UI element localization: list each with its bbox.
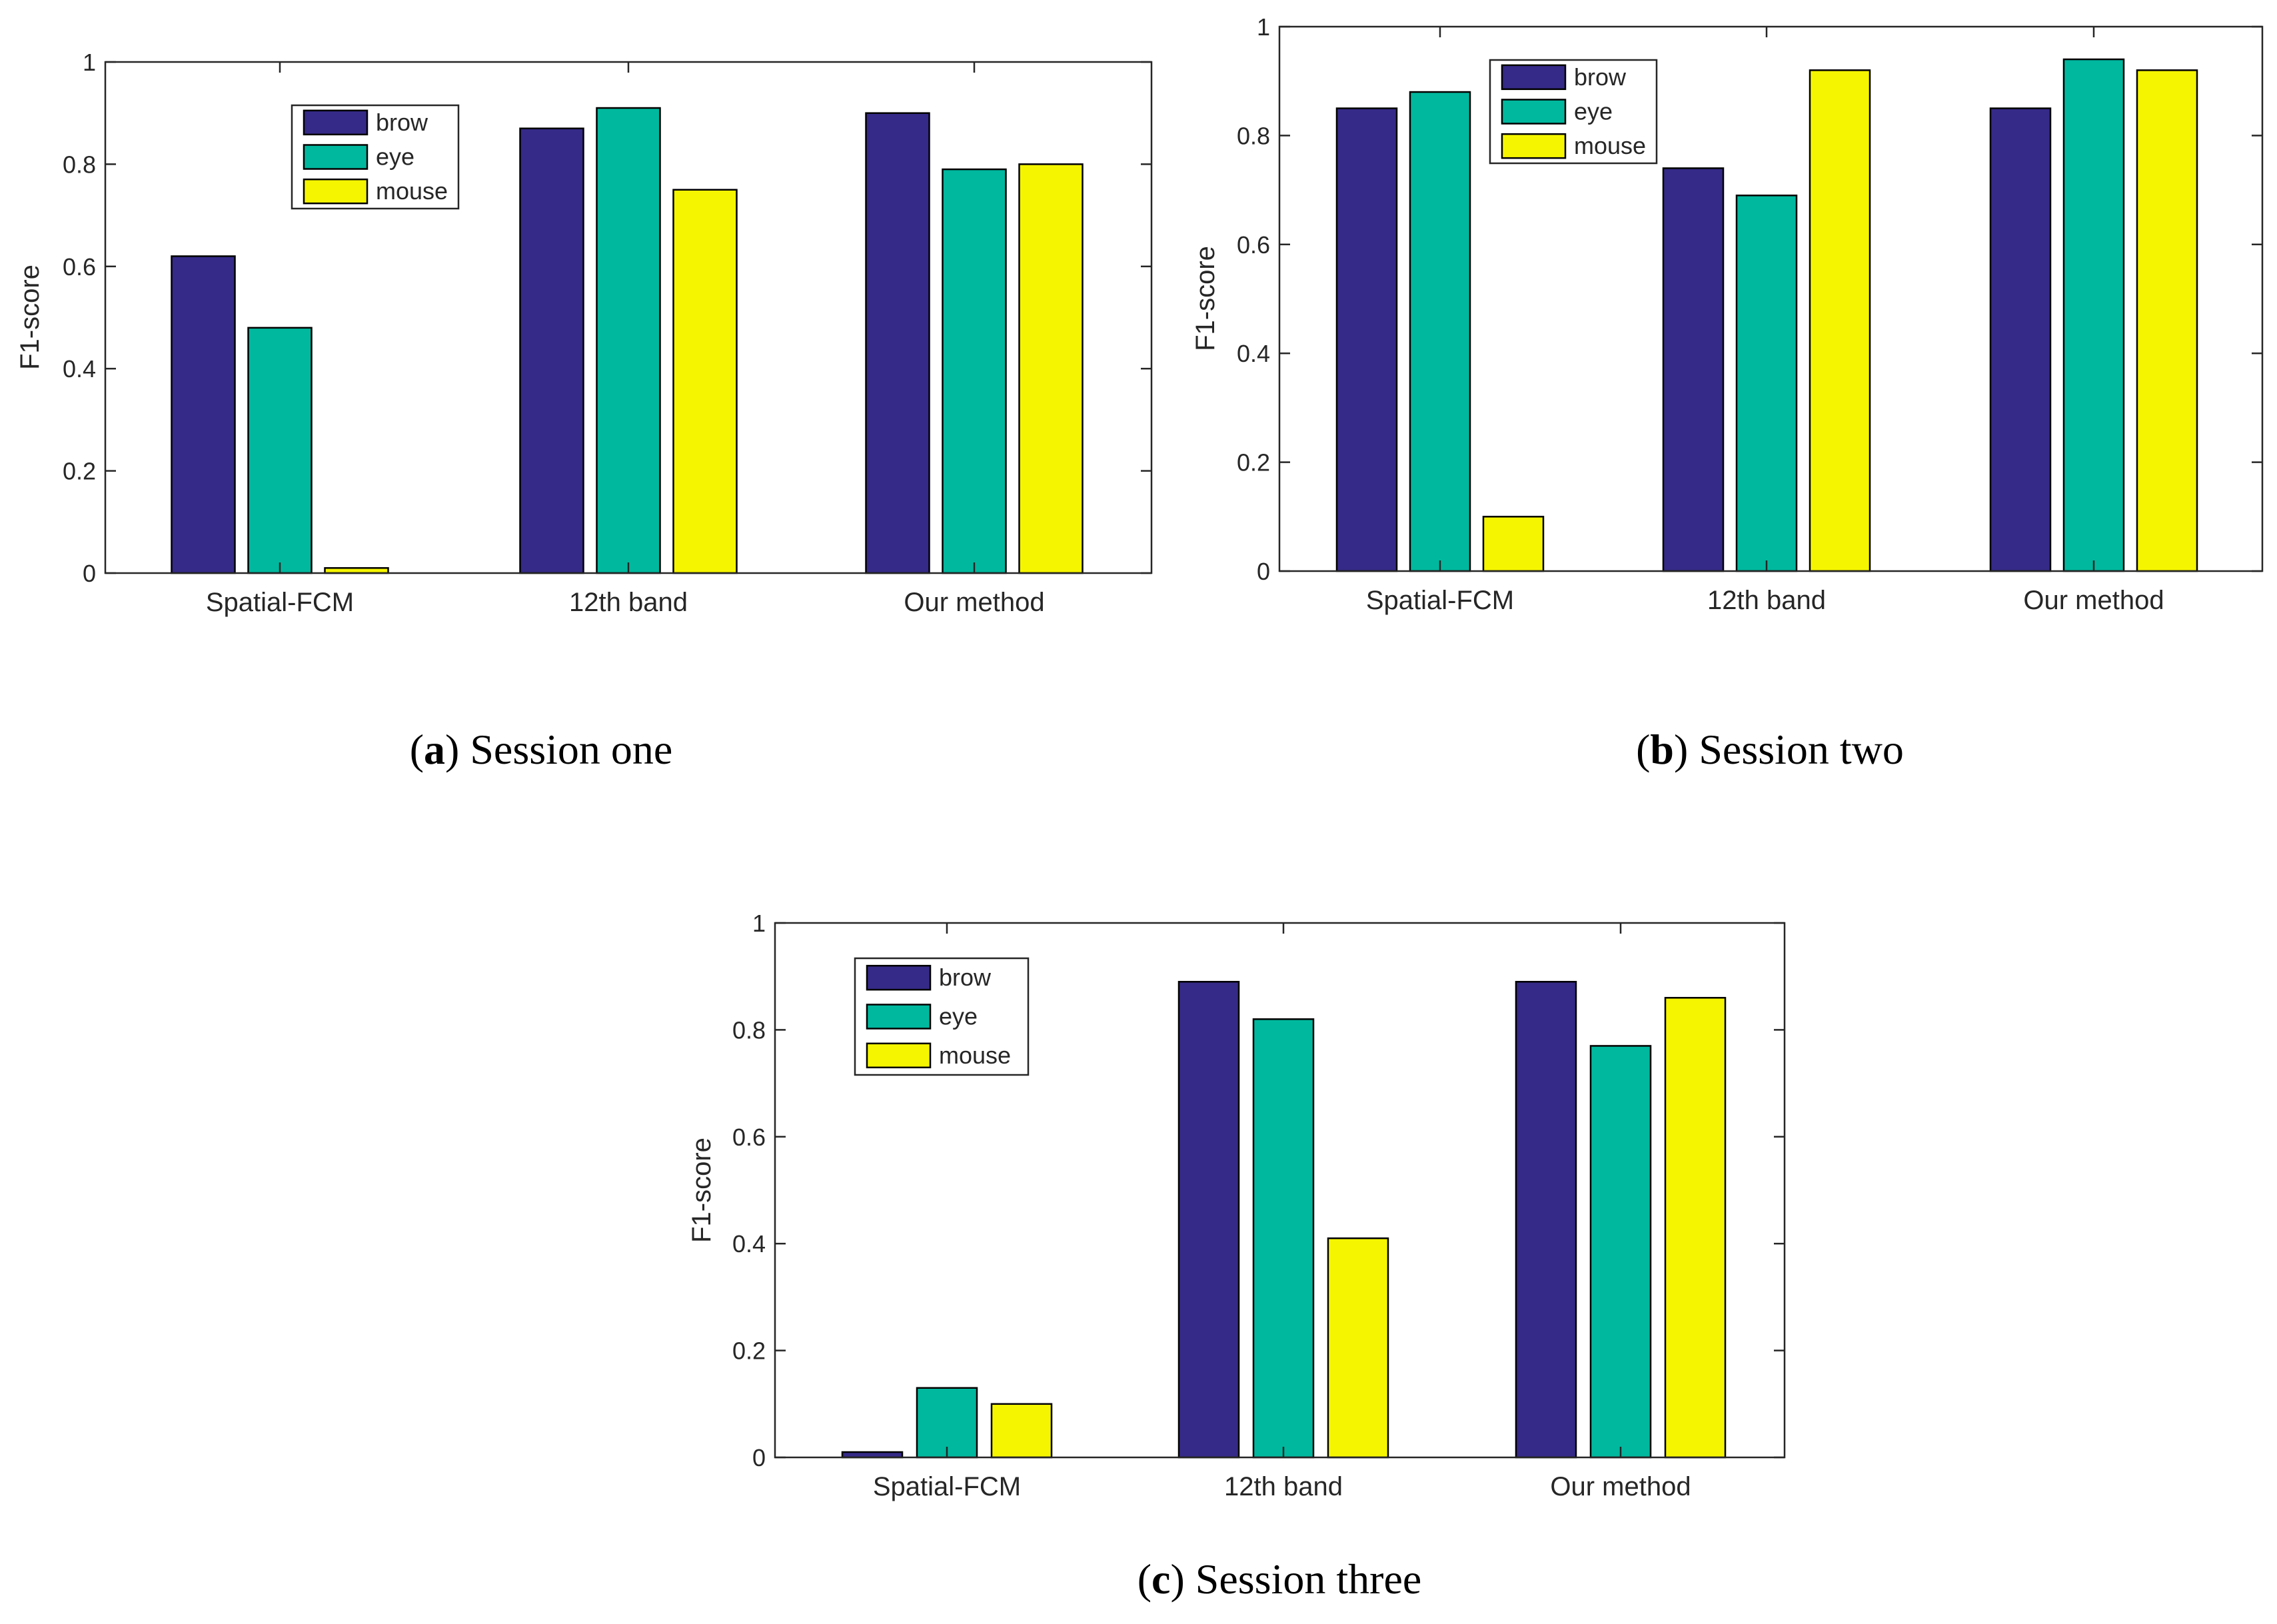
caption-paren-open: (	[1138, 1555, 1151, 1603]
axes-box	[1278, 25, 2264, 572]
y-tick-label: 0	[1257, 558, 1270, 585]
y-tick-label: 0.2	[732, 1337, 766, 1365]
y-tick-label: 0.2	[63, 458, 96, 485]
caption-letter: b	[1650, 726, 1674, 773]
chart-panel-a: 0 0.2 0.4 0.6 0.8 1 Spatial-FCM 12th band Our me…	[15, 49, 1153, 773]
x-category-label: Spatial-FCM	[873, 1472, 1021, 1501]
y-tick-label: 0.8	[63, 151, 96, 178]
caption-title: Session three	[1195, 1555, 1422, 1603]
y-tick-label: 0	[752, 1444, 766, 1471]
bar-mouse-1	[672, 189, 738, 574]
bar-eye-0	[1409, 91, 1471, 572]
legend-swatch-mouse	[303, 178, 369, 205]
x-category-label: Our method	[904, 588, 1044, 617]
bar-mouse-1	[1327, 1237, 1389, 1459]
legend-label-mouse: mouse	[376, 177, 448, 205]
bar-brow-2	[1989, 107, 2052, 572]
legend-label-mouse: mouse	[1574, 132, 1646, 159]
panel-caption: (b) Session two	[1636, 726, 1904, 773]
bar-eye-0	[916, 1387, 978, 1459]
axes-box	[774, 922, 1786, 1459]
bar-eye-2	[2062, 58, 2125, 572]
legend-label-brow: brow	[376, 109, 428, 136]
y-tick-label: 0.6	[732, 1124, 766, 1151]
caption-letter: a	[424, 726, 445, 773]
legend-swatch-mouse	[866, 1042, 932, 1069]
legend-swatch-eye	[866, 1004, 932, 1030]
bar-mouse-1	[1809, 69, 1871, 572]
bar-mouse-0	[990, 1403, 1053, 1459]
legend-label-brow: brow	[1574, 63, 1627, 91]
legend: brow eye mouse	[1489, 59, 1658, 165]
caption-paren-close: )	[445, 726, 470, 773]
caption-title: Session two	[1699, 726, 1904, 773]
bar-brow-2	[865, 112, 930, 574]
legend-swatch-brow	[303, 109, 369, 136]
legend-label-eye: eye	[376, 143, 414, 171]
legend: brow eye mouse	[291, 104, 460, 210]
x-category-label: Our method	[1550, 1472, 1691, 1501]
legend-swatch-brow	[1501, 64, 1567, 91]
bar-brow-0	[171, 255, 236, 574]
caption-title: Session one	[470, 726, 672, 773]
bar-eye-2	[942, 168, 1007, 574]
caption-paren-close: )	[1170, 1555, 1195, 1603]
y-tick-label: 1	[83, 49, 96, 76]
bar-mouse-2	[1018, 163, 1084, 574]
legend-swatch-mouse	[1501, 133, 1567, 159]
x-category-label: 12th band	[1707, 586, 1826, 615]
x-category-label: Our method	[2023, 586, 2164, 615]
bar-brow-1	[1177, 980, 1240, 1459]
bar-mouse-2	[2136, 69, 2198, 572]
chart-panel-c: 0 0.2 0.4 0.6 0.8 1 Spatial-FCM 12th band Our me…	[687, 910, 1786, 1603]
x-category-label: Spatial-FCM	[206, 588, 354, 617]
x-category-label: 12th band	[569, 588, 688, 617]
bar-eye-1	[596, 107, 661, 574]
panel-caption: (c) Session three	[1138, 1555, 1422, 1603]
y-tick-label: 0.8	[732, 1016, 766, 1044]
bar-brow-0	[1335, 107, 1398, 572]
legend-swatch-eye	[303, 144, 369, 170]
legend-label-eye: eye	[939, 1003, 978, 1030]
y-tick-label: 0.8	[1237, 122, 1270, 149]
panel-caption: (a) Session one	[410, 726, 673, 773]
y-tick-label: 0.4	[63, 355, 96, 383]
bar-brow-1	[519, 127, 584, 574]
bar-brow-2	[1515, 980, 1577, 1459]
legend-swatch-eye	[1501, 99, 1567, 125]
y-tick-label: 1	[1257, 13, 1270, 41]
y-tick-label: 0.4	[732, 1230, 766, 1257]
legend-label-eye: eye	[1574, 98, 1613, 125]
bar-mouse-0	[1482, 516, 1545, 572]
bar-eye-2	[1589, 1045, 1652, 1459]
bar-brow-1	[1662, 167, 1725, 572]
bar-eye-1	[1252, 1018, 1315, 1459]
legend-swatch-brow	[866, 964, 932, 991]
legend: brow eye mouse	[854, 957, 1030, 1076]
y-tick-label: 0.2	[1237, 449, 1270, 476]
caption-paren-close: )	[1674, 726, 1699, 773]
caption-letter: c	[1151, 1555, 1170, 1603]
legend-label-mouse: mouse	[939, 1042, 1011, 1069]
bar-eye-0	[247, 327, 313, 574]
y-tick-label: 0.4	[1237, 340, 1270, 367]
y-tick-label: 0.6	[63, 253, 96, 281]
caption-paren-open: (	[410, 726, 424, 773]
y-axis-label: F1-score	[1191, 246, 1220, 351]
y-tick-label: 0	[83, 560, 96, 587]
y-axis-label: F1-score	[15, 265, 45, 370]
y-tick-label: 1	[752, 910, 766, 937]
chart-panel-b: 0 0.2 0.4 0.6 0.8 1 Spatial-FCM 12th band Our me…	[1191, 13, 2264, 773]
x-category-label: Spatial-FCM	[1366, 586, 1514, 615]
y-tick-label: 0.6	[1237, 231, 1270, 259]
caption-paren-open: (	[1636, 726, 1650, 773]
x-category-label: 12th band	[1224, 1472, 1343, 1501]
bar-eye-1	[1735, 195, 1798, 572]
y-axis-label: F1-score	[687, 1138, 716, 1243]
bar-mouse-2	[1664, 997, 1727, 1459]
legend-label-brow: brow	[939, 964, 992, 991]
